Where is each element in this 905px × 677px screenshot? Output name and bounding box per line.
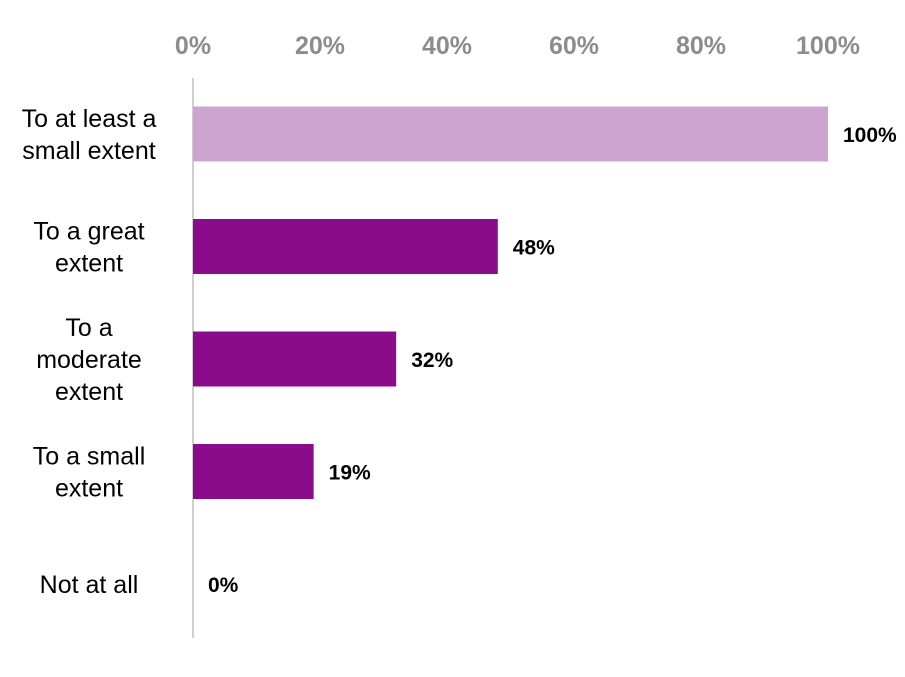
x-tick-label: 80%: [676, 32, 726, 60]
category-label: To a small extent: [33, 443, 146, 503]
category-label: To at least a small extent: [22, 105, 157, 165]
data-label: 32%: [411, 349, 453, 372]
bar: [193, 331, 397, 387]
data-label: 0%: [208, 574, 239, 597]
x-tick-label: 60%: [549, 32, 599, 60]
data-label: 100%: [843, 124, 897, 147]
x-tick-label: 40%: [422, 32, 472, 60]
category-label: To a great extent: [33, 218, 144, 278]
bar: [193, 444, 314, 499]
x-tick-label: 0%: [175, 32, 211, 60]
category-label: Not at all: [40, 571, 139, 599]
x-tick-label: 100%: [796, 32, 860, 60]
data-label: 48%: [513, 237, 555, 260]
bar: [193, 219, 498, 274]
data-label: 19%: [329, 462, 371, 485]
x-tick-label: 20%: [295, 32, 345, 60]
category-label: To a moderate extent: [36, 314, 142, 406]
bar: [193, 106, 828, 162]
